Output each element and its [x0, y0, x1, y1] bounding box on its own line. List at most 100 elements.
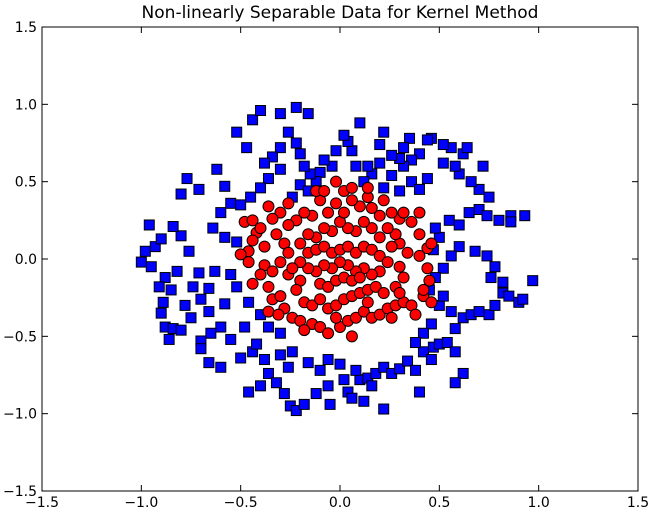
scatter-point-square	[425, 318, 437, 330]
x-tick-label: −1.5	[25, 495, 59, 510]
points-layer	[135, 101, 539, 417]
scatter-point-square	[481, 250, 493, 262]
y-tick-label: 0.0	[15, 252, 37, 268]
scatter-point-square	[183, 245, 195, 257]
scatter-point-square	[517, 293, 529, 305]
scatter-point-square	[187, 281, 199, 293]
scatter-point-square	[262, 367, 274, 379]
scatter-point-square	[358, 395, 370, 407]
scatter-point-circle	[270, 228, 283, 241]
scatter-point-square	[290, 101, 302, 113]
scatter-point-square	[334, 358, 346, 370]
scatter-point-square	[425, 354, 437, 366]
scatter-point-square	[195, 293, 207, 305]
scatter-point-circle	[341, 240, 354, 253]
scatter-point-square	[203, 306, 215, 318]
y-tick-label: −0.5	[3, 329, 37, 345]
scatter-point-square	[413, 148, 425, 160]
scatter-point-circle	[397, 206, 410, 219]
scatter-point-square	[135, 256, 147, 268]
scatter-point-square	[155, 307, 167, 319]
scatter-point-square	[310, 388, 322, 400]
x-tick-label: 1.5	[627, 495, 649, 510]
ticks-layer	[41, 26, 639, 492]
scatter-point-square	[215, 207, 227, 219]
scatter-point-circle	[417, 283, 430, 296]
x-tick-labels: −1.5 −1.0 −0.5 0.0 0.5 1.0 1.5	[25, 495, 649, 510]
scatter-point-square	[338, 129, 350, 141]
scatter-point-circle	[266, 265, 279, 278]
x-tick-label: 0.5	[428, 495, 450, 510]
scatter-point-square	[211, 163, 223, 175]
scatter-point-circle	[413, 228, 426, 241]
scatter-point-square	[294, 148, 306, 160]
scatter-point-square	[145, 261, 157, 273]
scatter-point-square	[243, 386, 255, 398]
scatter-point-square	[449, 377, 461, 389]
scatter-point-square	[239, 321, 251, 333]
scatter-point-square	[193, 183, 205, 195]
scatter-point-square	[437, 262, 449, 274]
scatter-point-square	[139, 245, 151, 257]
scatter-point-circle	[254, 222, 267, 235]
scatter-point-square	[255, 105, 267, 117]
scatter-point-circle	[330, 311, 343, 324]
scatter-point-square	[437, 157, 449, 169]
scatter-point-square	[370, 367, 382, 379]
scatter-point-square	[251, 338, 263, 350]
scatter-point-circle	[385, 206, 398, 219]
scatter-point-square	[441, 337, 453, 349]
scatter-point-circle	[306, 299, 319, 312]
scatter-point-circle	[373, 209, 386, 222]
scatter-point-circle	[302, 262, 315, 275]
scatter-point-square	[163, 333, 175, 345]
scatter-point-circle	[330, 299, 343, 312]
scatter-point-circle	[266, 212, 279, 225]
scatter-point-circle	[262, 200, 275, 213]
scatter-point-square	[274, 349, 286, 361]
scatter-point-square	[278, 388, 290, 400]
scatter-point-square	[225, 197, 237, 209]
scatter-point-circle	[409, 308, 422, 321]
scatter-point-circle	[373, 308, 386, 321]
scatter-point-circle	[334, 256, 346, 269]
scatter-point-square	[453, 219, 465, 231]
scatter-point-square	[350, 364, 362, 376]
scatter-point-circle	[377, 194, 390, 207]
scatter-point-square	[404, 132, 416, 144]
scatter-point-square	[171, 265, 183, 277]
scatter-point-square	[235, 199, 247, 211]
scatter-point-square	[378, 126, 390, 138]
scatter-point-square	[421, 173, 433, 185]
scatter-point-square	[449, 346, 461, 358]
scatter-point-square	[443, 214, 455, 226]
scatter-point-square	[483, 309, 495, 321]
scatter-point-square	[445, 306, 457, 318]
scatter-point-circle	[246, 214, 259, 227]
scatter-point-circle	[373, 231, 386, 244]
scatter-point-square	[231, 281, 243, 293]
scatter-point-square	[225, 268, 237, 280]
scatter-point-square	[527, 275, 539, 287]
scatter-point-circle	[373, 249, 386, 262]
scatter-point-circle	[365, 222, 378, 235]
scatter-point-square	[167, 221, 179, 233]
scatter-point-square	[207, 222, 219, 234]
scatter-point-square	[175, 230, 187, 242]
scatter-point-square	[286, 346, 298, 358]
scatter-point-square	[461, 142, 473, 154]
scatter-point-circle	[318, 184, 331, 197]
scatter-point-circle	[322, 327, 335, 340]
scatter-point-circle	[401, 246, 414, 259]
scatter-point-circle	[254, 268, 267, 281]
scatter-point-square	[346, 392, 358, 404]
scatter-point-square	[449, 323, 461, 335]
scatter-point-square	[481, 210, 493, 222]
scatter-point-circle	[413, 206, 426, 219]
scatter-point-circle	[369, 280, 382, 293]
scatter-point-square	[235, 352, 247, 364]
y-tick-label: 1.5	[15, 20, 37, 36]
scatter-point-square	[255, 380, 267, 392]
scatter-point-square	[505, 216, 517, 228]
scatter-point-square	[449, 160, 461, 172]
